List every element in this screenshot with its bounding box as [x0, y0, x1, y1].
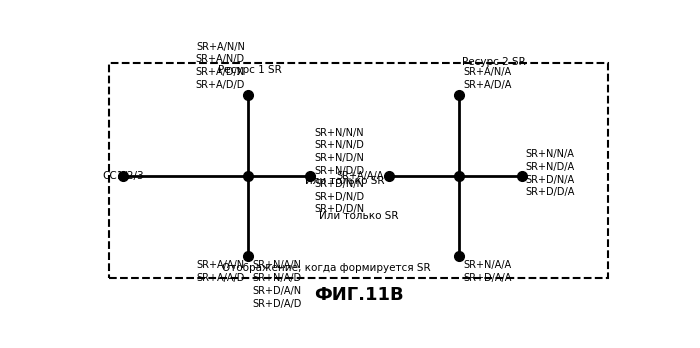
- Text: Или только SR: Или только SR: [319, 211, 398, 221]
- Text: Или только SR: Или только SR: [304, 176, 384, 197]
- Text: ФИГ.11В: ФИГ.11В: [314, 286, 404, 304]
- Text: Отображение, когда формируется SR: Отображение, когда формируется SR: [222, 263, 430, 273]
- Text: SR+N/A/A
SR+D/A/A: SR+N/A/A SR+D/A/A: [463, 260, 512, 283]
- FancyBboxPatch shape: [109, 63, 608, 278]
- Text: CC1/2/3: CC1/2/3: [103, 171, 144, 181]
- Text: Ресурс 1 SR: Ресурс 1 SR: [218, 65, 282, 75]
- Text: SR+A/N/N
SR+A/N/D
SR+A/D/N
SR+A/D/D: SR+A/N/N SR+A/N/D SR+A/D/N SR+A/D/D: [195, 42, 245, 90]
- Text: SR+A/A/A: SR+A/A/A: [337, 171, 384, 181]
- Text: Ресурс 2 SR: Ресурс 2 SR: [463, 57, 526, 67]
- Text: SR+A/N/A
SR+A/D/A: SR+A/N/A SR+A/D/A: [463, 67, 512, 90]
- Text: SR+A/A/N
SR+A/A/D: SR+A/A/N SR+A/A/D: [197, 260, 245, 283]
- Text: SR+N/N/N
SR+N/N/D
SR+N/D/N
SR+N/D/D
SR+D/N/N
SR+D/N/D
SR+D/D/N: SR+N/N/N SR+N/N/D SR+N/D/N SR+N/D/D SR+D…: [314, 127, 365, 214]
- Text: SR+N/A/N
SR+N/A/D
SR+D/A/N
SR+D/A/D: SR+N/A/N SR+N/A/D SR+D/A/N SR+D/A/D: [252, 260, 301, 309]
- Text: SR+N/N/A
SR+N/D/A
SR+D/N/A
SR+D/D/A: SR+N/N/A SR+N/D/A SR+D/N/A SR+D/D/A: [526, 149, 575, 197]
